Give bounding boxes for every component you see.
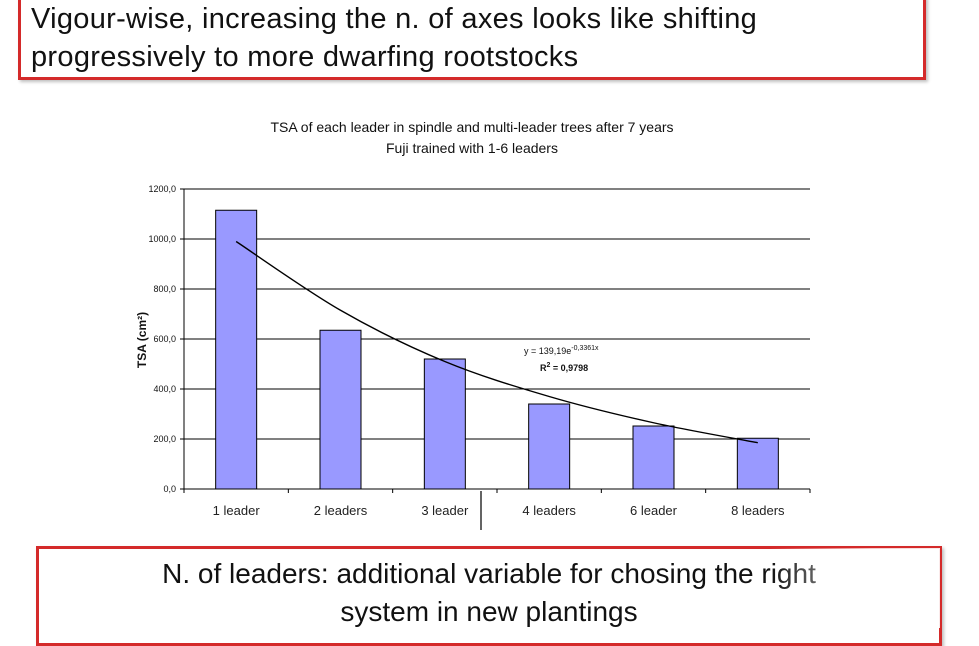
x-tick-label: 4 leaders [522, 503, 576, 518]
chart-area: TSA of each leader in spindle and multi-… [0, 100, 979, 540]
trendline-equation: y = 139,19e-0,3361x [524, 345, 599, 356]
headline: Vigour-wise, increasing the n. of axes l… [31, 0, 921, 76]
x-tick-label: 1 leader [213, 503, 261, 518]
x-tick-label: 6 leader [630, 503, 678, 518]
bar [736, 437, 779, 490]
y-tick-label: 800,0 [153, 284, 176, 294]
trendline-r2: R2 = 0,9798 [540, 362, 588, 373]
bar [632, 425, 675, 490]
y-tick-label: 200,0 [153, 434, 176, 444]
conclusion-line-2: system in new plantings [340, 596, 638, 627]
trendline-r2-label: R [540, 363, 547, 373]
bar [423, 358, 466, 490]
y-tick-label: 1000,0 [148, 234, 176, 244]
trendline-r2-exponent: 2 [547, 362, 551, 369]
trendline-r2-value: = 0,9798 [550, 363, 588, 373]
y-axis-label: TSA (cm²) [135, 312, 149, 368]
y-tick-label: 0,0 [163, 484, 176, 494]
chart-title: TSA of each leader in spindle and multi-… [270, 119, 673, 135]
headline-line-1: Vigour-wise, increasing the n. of axes l… [31, 3, 758, 35]
x-tick-label: 3 leader [421, 503, 469, 518]
x-tick-label: 2 leaders [314, 503, 368, 518]
trendline-equation-exponent: -0,3361x [571, 345, 599, 352]
bar [528, 403, 571, 490]
x-tick-label: 8 leaders [731, 503, 785, 518]
headline-line-2: progressively to more dwarfing rootstock… [31, 41, 579, 73]
bar [319, 329, 362, 490]
y-tick-label: 1200,0 [148, 184, 176, 194]
trendline-equation-base: y = 139,19e [524, 346, 571, 356]
trendline [235, 240, 758, 444]
conclusion: N. of leaders: additional variable for c… [39, 555, 939, 631]
chart-subtitle: Fuji trained with 1-6 leaders [386, 140, 558, 156]
headline-box: Vigour-wise, increasing the n. of axes l… [18, 0, 926, 80]
bar-chart: TSA of each leader in spindle and multi-… [135, 119, 811, 540]
conclusion-line-1: N. of leaders: additional variable for c… [162, 558, 816, 589]
y-tick-label: 600,0 [153, 334, 176, 344]
y-tick-label: 400,0 [153, 384, 176, 394]
image-fade-overlay [770, 548, 940, 628]
